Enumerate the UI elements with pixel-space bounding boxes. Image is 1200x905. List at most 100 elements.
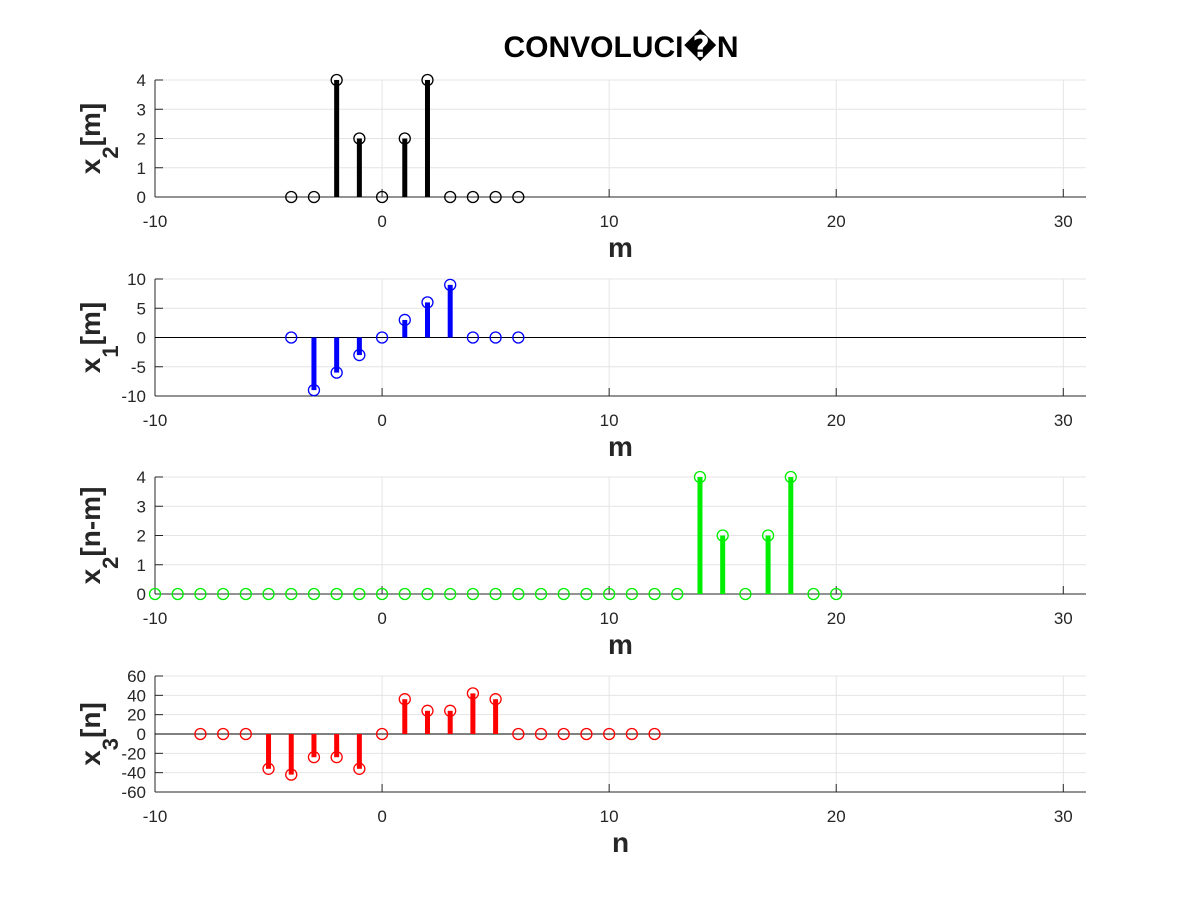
stem-marker [421, 587, 434, 601]
stem-marker [285, 190, 298, 204]
y-axis-label-suffix: [m] [75, 302, 106, 346]
x-tick-label: 20 [827, 212, 846, 231]
stem-marker [194, 587, 207, 601]
y-axis-label-suffix: [n-m] [75, 487, 106, 557]
stem-marker [444, 704, 457, 717]
y-axis-label: x3[n] [75, 702, 123, 766]
stem-marker [239, 587, 252, 601]
y-tick-label: 3 [137, 497, 146, 516]
stem-marker [489, 190, 502, 204]
y-axis-label-base: x [75, 568, 106, 584]
stem-marker [398, 313, 411, 327]
y-tick-label: -20 [121, 744, 146, 763]
y-tick-label: -40 [121, 764, 146, 783]
x-tick-label: -10 [143, 411, 168, 430]
y-tick-label: 4 [137, 468, 146, 487]
stem-marker [512, 727, 525, 741]
stem-marker [602, 727, 616, 741]
stem-marker [580, 727, 593, 741]
y-tick-label: 1 [137, 556, 146, 575]
stem-marker [216, 727, 230, 741]
stem-marker [489, 693, 502, 706]
x-tick-label: 0 [377, 212, 386, 231]
y-tick-label: -10 [121, 387, 146, 406]
stem-marker [761, 529, 775, 542]
y-tick-label: 4 [137, 71, 146, 90]
y-tick-label: 40 [127, 686, 146, 705]
stem-marker [648, 727, 661, 741]
stem-marker [512, 587, 525, 601]
stem-marker [375, 727, 389, 741]
stem-marker [194, 727, 207, 741]
stem-marker [171, 587, 184, 601]
stem-marker [353, 762, 366, 775]
stem-marker [444, 587, 457, 601]
stem-marker [784, 470, 797, 484]
x-tick-label: 20 [827, 411, 846, 430]
x-axis-label: n [612, 827, 629, 858]
stem-marker [466, 687, 480, 700]
stem-marker [421, 704, 434, 717]
x-tick-label: -10 [143, 609, 168, 628]
stem-marker [398, 587, 411, 601]
stem-marker [693, 470, 707, 484]
y-tick-label: -5 [131, 358, 146, 377]
x-tick-label: 20 [827, 609, 846, 628]
y-tick-label: 2 [137, 527, 146, 546]
y-tick-label: 20 [127, 706, 146, 725]
figure-title: CONVOLUCI�N [503, 29, 738, 64]
x-axis-label: m [608, 629, 633, 660]
stem-marker [353, 587, 366, 601]
stem-marker [285, 331, 298, 344]
x-tick-label: 0 [377, 807, 386, 826]
stem-marker [353, 348, 366, 362]
stem-marker [307, 383, 321, 397]
x-tick-label: 30 [1054, 609, 1073, 628]
stem-marker [330, 751, 343, 764]
y-axis-label-base: x [75, 357, 106, 373]
stem-marker [444, 190, 457, 204]
y-tick-label: 2 [137, 130, 146, 149]
stem-marker [398, 693, 411, 706]
stem-marker [716, 529, 729, 542]
stem-marker [330, 366, 343, 379]
y-tick-label: 0 [137, 329, 146, 348]
x-tick-label: 30 [1054, 212, 1073, 231]
y-axis-label-suffix: [n] [75, 702, 106, 738]
stem-marker [512, 331, 525, 344]
stem-marker [557, 587, 570, 601]
y-axis-label-subscript: 3 [98, 738, 123, 750]
y-axis-label: x1[m] [75, 302, 123, 373]
stem-marker [148, 587, 162, 601]
x-tick-label: 30 [1054, 411, 1073, 430]
stem-marker [239, 727, 252, 741]
x-axis-label: m [608, 232, 633, 263]
y-tick-label: 0 [137, 725, 146, 744]
stem-marker [285, 768, 298, 781]
x-tick-label: 0 [377, 609, 386, 628]
stem-marker [671, 587, 684, 601]
stem-marker [307, 751, 321, 764]
y-axis-label: x2[n-m] [75, 487, 123, 585]
x-tick-label: 20 [827, 807, 846, 826]
stem-marker [375, 587, 389, 601]
y-tick-label: 10 [127, 270, 146, 289]
stem-marker [262, 587, 275, 601]
x-tick-label: 10 [600, 212, 619, 231]
stem-marker [625, 727, 639, 741]
stem-marker [307, 190, 321, 204]
x-tick-label: -10 [143, 212, 168, 231]
y-axis-label-subscript: 2 [98, 557, 123, 569]
stem-marker [466, 331, 480, 344]
stem-marker [557, 727, 570, 741]
stem-marker [648, 587, 661, 601]
y-tick-label: 0 [137, 585, 146, 604]
stem-marker [398, 132, 411, 145]
stem-marker [739, 587, 752, 601]
stem-marker [489, 331, 502, 344]
